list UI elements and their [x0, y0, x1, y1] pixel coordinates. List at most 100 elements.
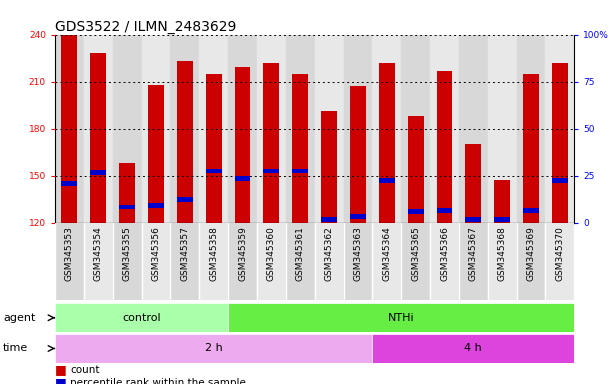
Bar	[119, 205, 135, 209]
Bar	[488, 35, 517, 223]
Bar	[523, 208, 539, 212]
Bar	[228, 223, 257, 300]
Text: GSM345363: GSM345363	[353, 227, 362, 281]
Bar	[379, 178, 395, 183]
Bar	[552, 63, 568, 223]
Bar	[170, 223, 199, 300]
Bar	[55, 35, 84, 223]
Bar	[343, 35, 372, 223]
Bar	[286, 35, 315, 223]
Bar	[235, 68, 251, 223]
Bar	[315, 35, 343, 223]
Bar	[350, 86, 366, 223]
Bar	[148, 203, 164, 208]
Bar	[84, 35, 112, 223]
Text: GSM345365: GSM345365	[411, 227, 420, 281]
Bar	[62, 35, 78, 223]
Bar	[228, 303, 574, 332]
Text: GSM345361: GSM345361	[296, 227, 305, 281]
Bar	[321, 111, 337, 223]
Bar	[552, 178, 568, 183]
Bar	[401, 35, 430, 223]
Text: GSM345360: GSM345360	[267, 227, 276, 281]
Text: 2 h: 2 h	[205, 343, 222, 354]
Text: GSM345354: GSM345354	[93, 227, 103, 281]
Text: GSM345356: GSM345356	[152, 227, 161, 281]
Bar	[343, 223, 372, 300]
Bar	[459, 35, 488, 223]
Text: 4 h: 4 h	[464, 343, 482, 354]
Bar	[90, 170, 106, 175]
Bar	[459, 223, 488, 300]
Text: GSM345367: GSM345367	[469, 227, 478, 281]
Bar	[546, 223, 574, 300]
Bar	[177, 61, 192, 223]
Bar	[263, 63, 279, 223]
Bar	[263, 169, 279, 173]
Bar	[430, 35, 459, 223]
Text: GSM345366: GSM345366	[440, 227, 449, 281]
Bar	[437, 71, 452, 223]
Bar	[170, 35, 199, 223]
Text: percentile rank within the sample: percentile rank within the sample	[70, 378, 246, 384]
Bar	[142, 223, 170, 300]
Bar	[408, 116, 423, 223]
Bar	[148, 85, 164, 223]
Bar	[321, 217, 337, 222]
Bar	[177, 197, 192, 202]
Text: NTHi: NTHi	[388, 313, 414, 323]
Bar	[55, 303, 228, 332]
Bar	[437, 208, 452, 212]
Text: agent: agent	[3, 313, 35, 323]
Bar	[372, 35, 401, 223]
Bar	[112, 223, 142, 300]
Text: ■: ■	[55, 363, 67, 376]
Bar	[62, 181, 78, 186]
Bar	[257, 223, 286, 300]
Bar	[494, 180, 510, 223]
Bar	[430, 223, 459, 300]
Bar	[228, 35, 257, 223]
Bar	[206, 169, 222, 173]
Bar	[235, 177, 251, 181]
Bar	[112, 35, 142, 223]
Bar	[372, 334, 574, 363]
Bar	[546, 35, 574, 223]
Bar	[206, 74, 222, 223]
Bar	[84, 223, 112, 300]
Text: GSM345355: GSM345355	[123, 227, 131, 281]
Bar	[517, 35, 546, 223]
Bar	[90, 53, 106, 223]
Text: GSM345359: GSM345359	[238, 227, 247, 281]
Text: GSM345368: GSM345368	[498, 227, 507, 281]
Bar	[142, 35, 170, 223]
Bar	[292, 74, 308, 223]
Bar	[119, 163, 135, 223]
Bar	[286, 223, 315, 300]
Bar	[350, 214, 366, 219]
Bar	[466, 144, 481, 223]
Bar	[523, 74, 539, 223]
Text: GSM345358: GSM345358	[209, 227, 218, 281]
Text: count: count	[70, 365, 100, 375]
Bar	[292, 169, 308, 173]
Bar	[257, 35, 286, 223]
Text: GSM345369: GSM345369	[527, 227, 536, 281]
Bar	[517, 223, 546, 300]
Bar	[401, 223, 430, 300]
Bar	[494, 217, 510, 222]
Text: control: control	[122, 313, 161, 323]
Text: GSM345364: GSM345364	[382, 227, 391, 281]
Text: ■: ■	[55, 376, 67, 384]
Bar	[55, 334, 372, 363]
Bar	[488, 223, 517, 300]
Text: GSM345362: GSM345362	[324, 227, 334, 281]
Bar	[372, 223, 401, 300]
Bar	[199, 223, 228, 300]
Bar	[55, 223, 84, 300]
Text: GDS3522 / ILMN_2483629: GDS3522 / ILMN_2483629	[55, 20, 236, 33]
Bar	[408, 209, 423, 214]
Text: GSM345353: GSM345353	[65, 227, 74, 281]
Bar	[315, 223, 343, 300]
Text: GSM345370: GSM345370	[555, 227, 565, 281]
